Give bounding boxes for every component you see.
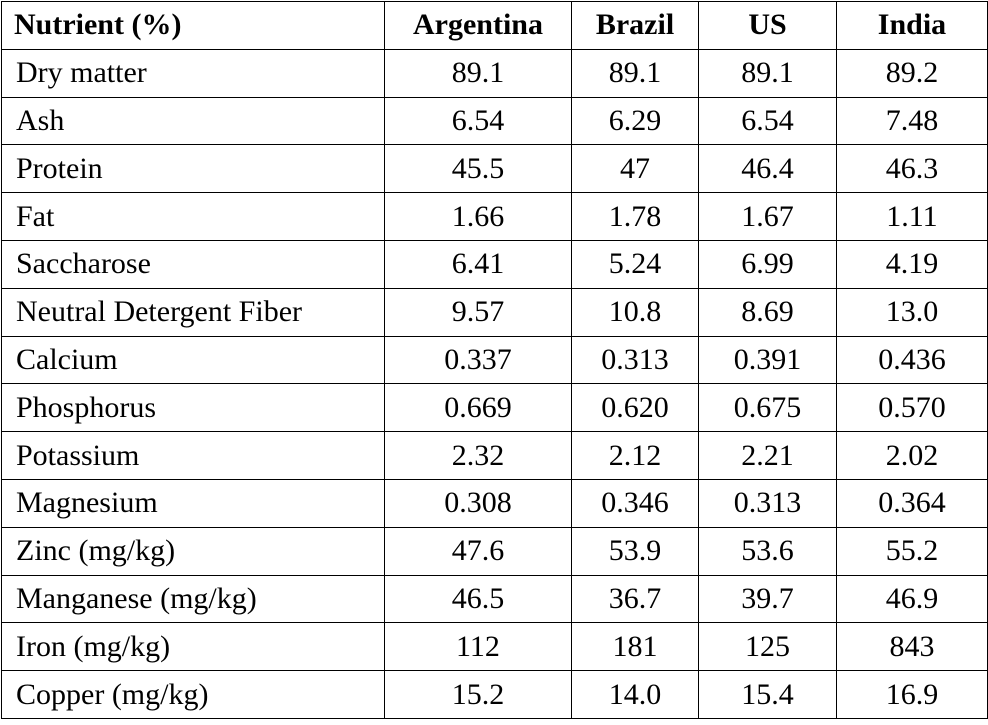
nutrient-name-cell: Dry matter (1, 48, 385, 98)
india-value-cell: 46.3 (836, 144, 988, 194)
india-value-cell: 0.570 (836, 383, 988, 433)
table-row: Fat 1.66 1.78 1.67 1.11 (1, 192, 988, 241)
table-row: Protein 45.5 47 46.4 46.3 (1, 144, 988, 194)
india-value-cell: 13.0 (836, 287, 988, 337)
argentina-value-cell: 0.669 (384, 383, 572, 433)
india-value-cell: 0.364 (836, 478, 988, 528)
us-value-cell: 0.313 (698, 478, 837, 528)
table-row: Iron (mg/kg) 112 181 125 843 (1, 622, 988, 672)
nutrient-name-cell: Saccharose (1, 239, 385, 289)
us-value-cell: 2.21 (698, 431, 837, 480)
brazil-value-cell: 5.24 (571, 239, 699, 289)
table-row: Dry matter 89.1 89.1 89.1 89.2 (1, 48, 988, 98)
us-value-cell: 15.4 (698, 670, 837, 719)
table-row: Calcium 0.337 0.313 0.391 0.436 (1, 335, 988, 385)
header-india: India (836, 1, 988, 50)
nutrient-name-cell: Iron (mg/kg) (1, 622, 385, 672)
argentina-value-cell: 45.5 (384, 144, 572, 194)
nutrient-name-cell: Magnesium (1, 478, 385, 528)
nutrient-name-cell: Zinc (mg/kg) (1, 526, 385, 576)
header-nutrient: Nutrient (%) (1, 1, 385, 50)
brazil-value-cell: 6.29 (571, 96, 699, 146)
table-row: Zinc (mg/kg) 47.6 53.9 53.6 55.2 (1, 526, 988, 576)
us-value-cell: 6.54 (698, 96, 837, 146)
nutrient-name-cell: Protein (1, 144, 385, 194)
brazil-value-cell: 47 (571, 144, 699, 194)
us-value-cell: 0.675 (698, 383, 837, 433)
table-row: Magnesium 0.308 0.346 0.313 0.364 (1, 478, 988, 528)
table-row: Saccharose 6.41 5.24 6.99 4.19 (1, 239, 988, 289)
table-row: Neutral Detergent Fiber 9.57 10.8 8.69 13.0 (1, 287, 988, 337)
nutrient-name-cell: Manganese (mg/kg) (1, 574, 385, 624)
india-value-cell: 1.11 (836, 192, 988, 241)
india-value-cell: 2.02 (836, 431, 988, 480)
india-value-cell: 7.48 (836, 96, 988, 146)
india-value-cell: 0.436 (836, 335, 988, 385)
brazil-value-cell: 2.12 (571, 431, 699, 480)
nutrient-name-cell: Calcium (1, 335, 385, 385)
header-row: Nutrient (%) Argentina Brazil US India (1, 1, 988, 50)
nutrient-name-cell: Neutral Detergent Fiber (1, 287, 385, 337)
table-row: Ash 6.54 6.29 6.54 7.48 (1, 96, 988, 146)
argentina-value-cell: 6.54 (384, 96, 572, 146)
brazil-value-cell: 0.346 (571, 478, 699, 528)
nutrient-name-cell: Fat (1, 192, 385, 241)
india-value-cell: 55.2 (836, 526, 988, 576)
us-value-cell: 0.391 (698, 335, 837, 385)
argentina-value-cell: 15.2 (384, 670, 572, 719)
brazil-value-cell: 0.313 (571, 335, 699, 385)
brazil-value-cell: 10.8 (571, 287, 699, 337)
india-value-cell: 89.2 (836, 48, 988, 98)
brazil-value-cell: 1.78 (571, 192, 699, 241)
argentina-value-cell: 47.6 (384, 526, 572, 576)
brazil-value-cell: 53.9 (571, 526, 699, 576)
argentina-value-cell: 46.5 (384, 574, 572, 624)
india-value-cell: 843 (836, 622, 988, 672)
header-brazil: Brazil (571, 1, 699, 50)
nutrient-name-cell: Ash (1, 96, 385, 146)
brazil-value-cell: 0.620 (571, 383, 699, 433)
nutrient-name-cell: Phosphorus (1, 383, 385, 433)
us-value-cell: 6.99 (698, 239, 837, 289)
us-value-cell: 8.69 (698, 287, 837, 337)
us-value-cell: 39.7 (698, 574, 837, 624)
brazil-value-cell: 181 (571, 622, 699, 672)
table-row: Copper (mg/kg) 15.2 14.0 15.4 16.9 (1, 670, 988, 719)
table-body: Dry matter 89.1 89.1 89.1 89.2 Ash 6.54 6.29 6.5… (1, 48, 988, 719)
table-row: Phosphorus 0.669 0.620 0.675 0.570 (1, 383, 988, 433)
brazil-value-cell: 14.0 (571, 670, 699, 719)
us-value-cell: 53.6 (698, 526, 837, 576)
nutrient-name-cell: Copper (mg/kg) (1, 670, 385, 719)
table-header: Nutrient (%) Argentina Brazil US India (1, 1, 988, 50)
header-argentina: Argentina (384, 1, 572, 50)
table-row: Potassium 2.32 2.12 2.21 2.02 (1, 431, 988, 480)
argentina-value-cell: 0.308 (384, 478, 572, 528)
argentina-value-cell: 0.337 (384, 335, 572, 385)
india-value-cell: 4.19 (836, 239, 988, 289)
header-us: US (698, 1, 837, 50)
brazil-value-cell: 89.1 (571, 48, 699, 98)
brazil-value-cell: 36.7 (571, 574, 699, 624)
us-value-cell: 46.4 (698, 144, 837, 194)
india-value-cell: 46.9 (836, 574, 988, 624)
argentina-value-cell: 2.32 (384, 431, 572, 480)
india-value-cell: 16.9 (836, 670, 988, 719)
us-value-cell: 1.67 (698, 192, 837, 241)
us-value-cell: 125 (698, 622, 837, 672)
argentina-value-cell: 6.41 (384, 239, 572, 289)
us-value-cell: 89.1 (698, 48, 837, 98)
argentina-value-cell: 89.1 (384, 48, 572, 98)
argentina-value-cell: 9.57 (384, 287, 572, 337)
nutrient-name-cell: Potassium (1, 431, 385, 480)
argentina-value-cell: 1.66 (384, 192, 572, 241)
argentina-value-cell: 112 (384, 622, 572, 672)
table-row: Manganese (mg/kg) 46.5 36.7 39.7 46.9 (1, 574, 988, 624)
